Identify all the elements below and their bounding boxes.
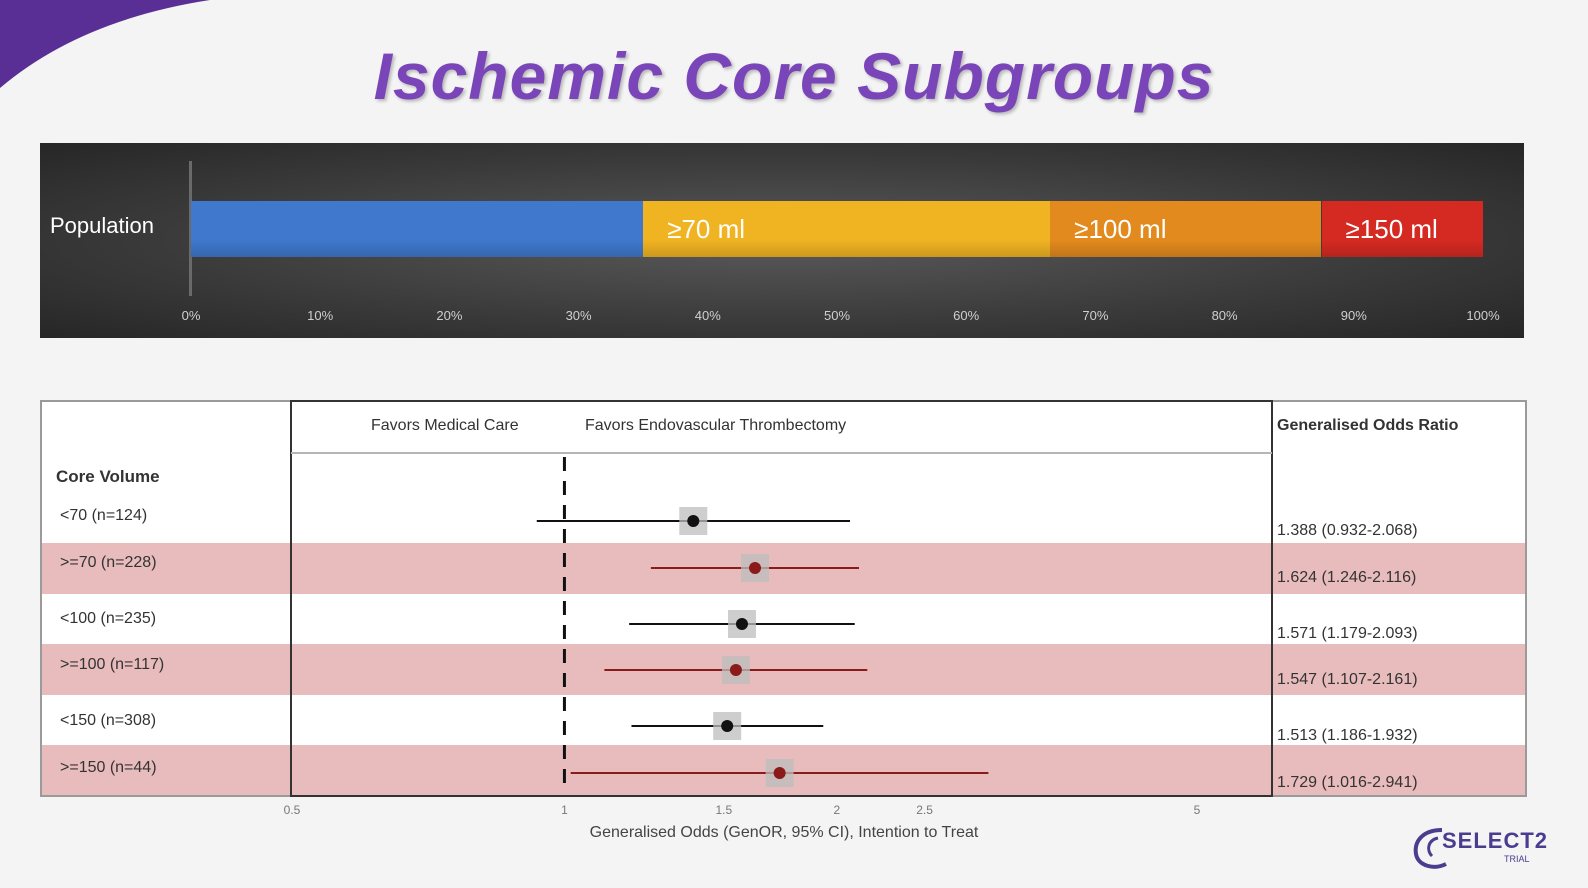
x-tick-label: 2 — [834, 803, 841, 817]
population-tick-label: 80% — [1211, 308, 1238, 323]
corner-swoosh — [0, 0, 210, 88]
x-tick-label: 2.5 — [916, 803, 933, 817]
forest-background — [41, 401, 1526, 796]
population-tick-label: 60% — [953, 308, 980, 323]
odds-ratio-text: 1.624 (1.246-2.116) — [1277, 569, 1416, 586]
row-label: >=70 (n=228) — [60, 554, 157, 571]
point-estimate — [749, 562, 762, 574]
population-segment-1: ≥70 ml — [643, 201, 1051, 257]
population-bar-chart: Population ≥70 ml ≥100 ml ≥150 ml 0% 10% 20%… — [40, 143, 1524, 338]
point-estimate — [729, 664, 742, 676]
population-tick-label: 70% — [1082, 308, 1109, 323]
point-estimate — [735, 618, 748, 630]
select2-logo: SELECT2 TRIAL — [1412, 820, 1562, 875]
population-tick-label: 30% — [565, 308, 592, 323]
row-label: <100 (n=235) — [60, 610, 156, 627]
row-label: <70 (n=124) — [60, 507, 147, 524]
slide-title: Ischemic Core Subgroups — [373, 39, 1215, 113]
population-axis-line — [189, 161, 192, 296]
x-axis-label: Generalised Odds (GenOR, 95% CI), Intent… — [590, 824, 979, 841]
odds-ratio-text: 1.571 (1.179-2.093) — [1277, 625, 1418, 642]
row-label: >=100 (n=117) — [60, 656, 164, 673]
odds-ratio-text: 1.388 (0.932-2.068) — [1277, 522, 1418, 539]
point-estimate — [773, 767, 786, 779]
logo-text: SELECT2 — [1442, 828, 1549, 853]
x-tick-label: 5 — [1194, 803, 1201, 817]
plot-panel-frame — [290, 400, 1273, 797]
logo-swirl-icon — [1413, 828, 1447, 869]
population-tick-label: 90% — [1340, 308, 1367, 323]
population-tick-label: 20% — [436, 308, 463, 323]
odds-ratio-text: 1.547 (1.107-2.161) — [1277, 671, 1418, 688]
population-segment-0 — [191, 201, 644, 257]
population-label: Population — [50, 213, 154, 238]
population-tick-label: 50% — [823, 308, 851, 323]
row-label: >=150 (n=44) — [60, 759, 157, 776]
point-estimate — [721, 720, 734, 732]
row-label: <150 (n=308) — [60, 712, 156, 729]
point-estimate — [687, 515, 700, 527]
population-tick-label: 100% — [1466, 308, 1500, 323]
header-favors-evt: Favors Endovascular Thrombectomy — [585, 417, 846, 434]
population-segment-3: ≥150 ml — [1322, 201, 1483, 257]
x-tick-label: 1.5 — [715, 803, 732, 817]
logo-subtext: TRIAL — [1504, 854, 1530, 864]
odds-ratio-text: 1.513 (1.186-1.932) — [1277, 727, 1418, 744]
header-favors-medical: Favors Medical Care — [371, 417, 519, 434]
population-tick-label: 0% — [181, 308, 201, 323]
x-tick-label: 0.5 — [284, 803, 301, 817]
header-core-volume: Core Volume — [56, 467, 160, 486]
header-odds-ratio: Generalised Odds Ratio — [1277, 417, 1459, 434]
population-segment-2: ≥100 ml — [1050, 201, 1322, 257]
population-tick-label: 40% — [694, 308, 721, 323]
x-tick-label: 1 — [561, 803, 568, 817]
population-tick-label: 10% — [307, 308, 334, 323]
odds-ratio-text: 1.729 (1.016-2.941) — [1277, 774, 1418, 791]
